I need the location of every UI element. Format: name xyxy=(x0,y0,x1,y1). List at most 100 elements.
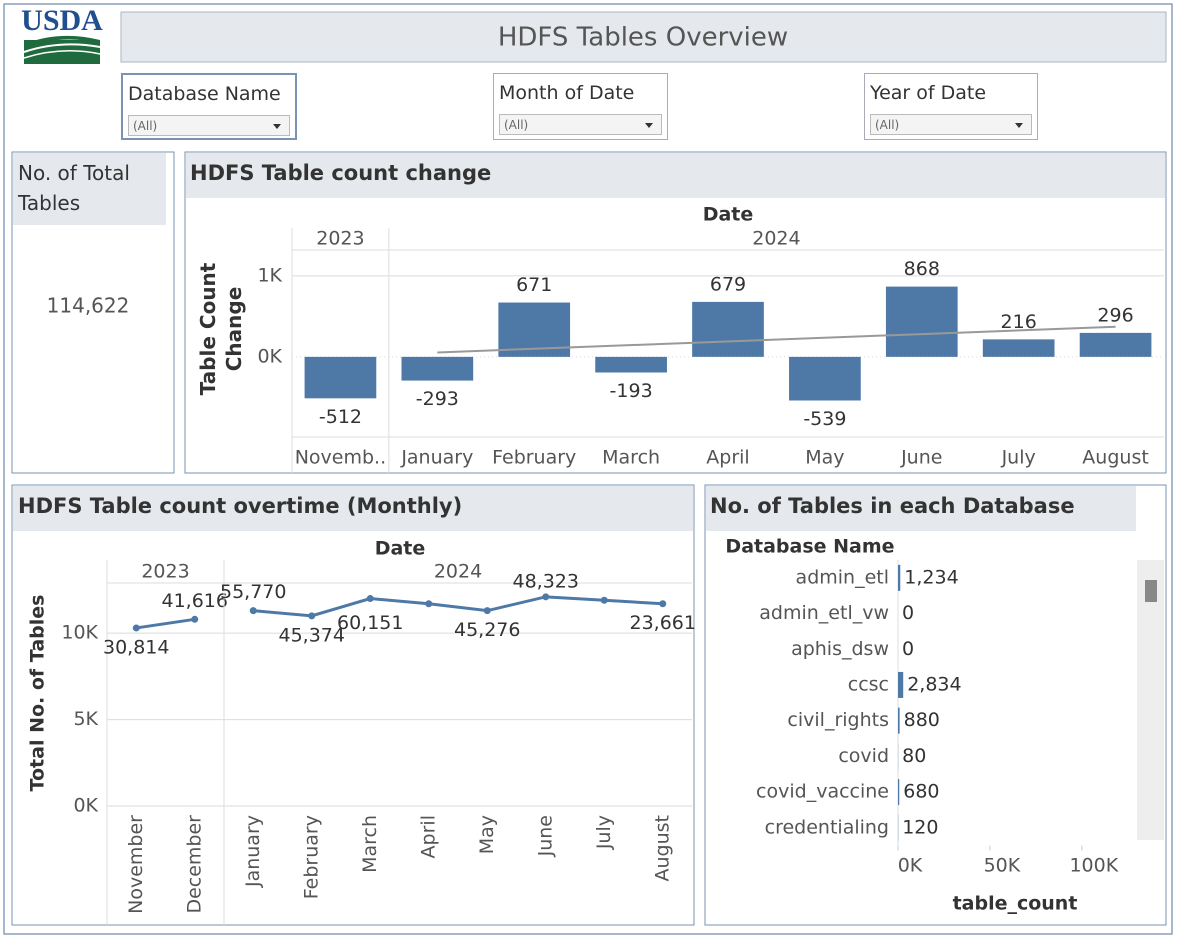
x-axis-title: Date xyxy=(703,204,754,226)
x-tick-label: January xyxy=(400,447,473,469)
y-axis-title: Database Name xyxy=(725,536,894,558)
panel-header xyxy=(13,486,693,531)
data-label: 216 xyxy=(1001,311,1037,333)
logo-swoosh xyxy=(24,35,100,48)
filter[interactable]: Year of Date (All) xyxy=(864,73,1038,140)
kpi-value: 114,622 xyxy=(47,294,130,318)
filter-label: Database Name xyxy=(128,83,281,105)
x-tick-label: Novemb.. xyxy=(295,447,386,469)
bar xyxy=(789,356,861,401)
bar xyxy=(1079,332,1152,357)
point xyxy=(308,612,316,620)
y-tick-label: admin_etl_vw xyxy=(759,602,889,624)
point xyxy=(659,600,667,608)
x-tick-label: June xyxy=(900,447,942,469)
filter-dropdown[interactable]: (All) xyxy=(870,114,1032,135)
trend-line xyxy=(437,325,1116,354)
year-label: 2024 xyxy=(752,228,800,250)
x-tick-label: July xyxy=(1001,447,1036,469)
bar xyxy=(982,339,1055,357)
chart-title: No. of Tables in each Database xyxy=(710,494,1075,518)
point-label: 30,814 xyxy=(103,636,169,658)
data-label: 671 xyxy=(516,274,552,296)
title-box xyxy=(120,11,1167,63)
data-label: 1,234 xyxy=(904,566,958,588)
scrollbar-thumb[interactable] xyxy=(1145,580,1157,602)
y-tick-label: admin_etl xyxy=(796,566,889,588)
x-tick-label: August xyxy=(651,815,673,882)
panel xyxy=(11,484,695,926)
x-axis-title: table_count xyxy=(953,893,1078,915)
x-tick-label: December xyxy=(183,815,205,914)
point-label: 55,770 xyxy=(220,581,286,603)
outer-border xyxy=(3,3,1173,935)
point xyxy=(483,607,491,615)
bar xyxy=(898,707,900,734)
point xyxy=(132,624,140,632)
panel-header xyxy=(186,153,1165,198)
panel xyxy=(184,151,1167,474)
filter[interactable]: Database Name (All) xyxy=(121,73,297,140)
x-tick-label: July xyxy=(593,815,615,850)
x-tick-label: 100K xyxy=(1069,855,1118,877)
data-label: -539 xyxy=(803,408,846,430)
y-tick-label: 5K xyxy=(73,708,98,730)
x-tick-label: April xyxy=(706,447,749,469)
filter-dropdown[interactable]: (All) xyxy=(128,115,290,136)
y-tick-label: credentialing xyxy=(765,816,889,838)
point-label: 45,374 xyxy=(279,624,345,646)
bar xyxy=(304,356,377,399)
point xyxy=(425,600,433,608)
y-tick-label: 0K xyxy=(73,795,98,817)
x-tick-label: March xyxy=(359,815,381,873)
point-label: 41,616 xyxy=(162,590,228,612)
y-axis-title: Total No. of Tables xyxy=(27,595,49,792)
x-axis-title: Date xyxy=(375,538,426,560)
logo-swoosh xyxy=(23,43,101,53)
y-tick-label: covid_vaccine xyxy=(756,781,889,803)
x-tick-label: May xyxy=(476,815,498,854)
logo-text: USDA xyxy=(21,4,103,37)
bar xyxy=(595,356,667,373)
kpi-title: No. of Total Tables xyxy=(18,161,130,215)
data-label: 120 xyxy=(902,816,938,838)
bar xyxy=(401,356,474,381)
x-tick-label: April xyxy=(417,815,439,858)
y-tick-label: civil_rights xyxy=(787,709,889,731)
y-tick-label: ccsc xyxy=(848,673,889,695)
point-label: 60,151 xyxy=(337,612,403,634)
point xyxy=(600,596,608,604)
x-tick-label: March xyxy=(602,447,660,469)
kpi-header xyxy=(13,153,166,225)
y-tick-label: covid xyxy=(838,745,889,767)
y-tick-label: 1K xyxy=(257,264,282,286)
panel-header xyxy=(706,486,1136,531)
chart-title: HDFS Table count overtime (Monthly) xyxy=(18,494,462,518)
y-axis-title: Table Count Change xyxy=(196,262,246,396)
data-label: 880 xyxy=(904,709,940,731)
line xyxy=(136,617,195,630)
point-label: 23,661 xyxy=(630,612,696,634)
bar xyxy=(692,301,764,357)
point xyxy=(191,615,199,623)
data-label: 80 xyxy=(902,745,926,767)
y-tick-label: 0K xyxy=(257,345,282,367)
data-label: -193 xyxy=(610,380,653,402)
year-label: 2023 xyxy=(316,228,364,250)
logo-swoosh xyxy=(23,50,101,59)
panel xyxy=(704,484,1167,926)
x-tick-label: February xyxy=(300,815,322,899)
filter[interactable]: Month of Date (All) xyxy=(493,73,668,140)
filter-dropdown[interactable]: (All) xyxy=(499,114,662,135)
x-tick-label: May xyxy=(805,447,844,469)
x-tick-label: February xyxy=(492,447,576,469)
data-label: 296 xyxy=(1097,304,1133,326)
x-tick-label: June xyxy=(534,815,556,857)
line xyxy=(253,595,663,618)
scrollbar[interactable] xyxy=(1137,560,1164,840)
y-tick-label: 10K xyxy=(61,622,98,644)
bar xyxy=(898,564,901,591)
data-label: 679 xyxy=(710,273,746,295)
chart-title: HDFS Table count change xyxy=(190,161,491,185)
